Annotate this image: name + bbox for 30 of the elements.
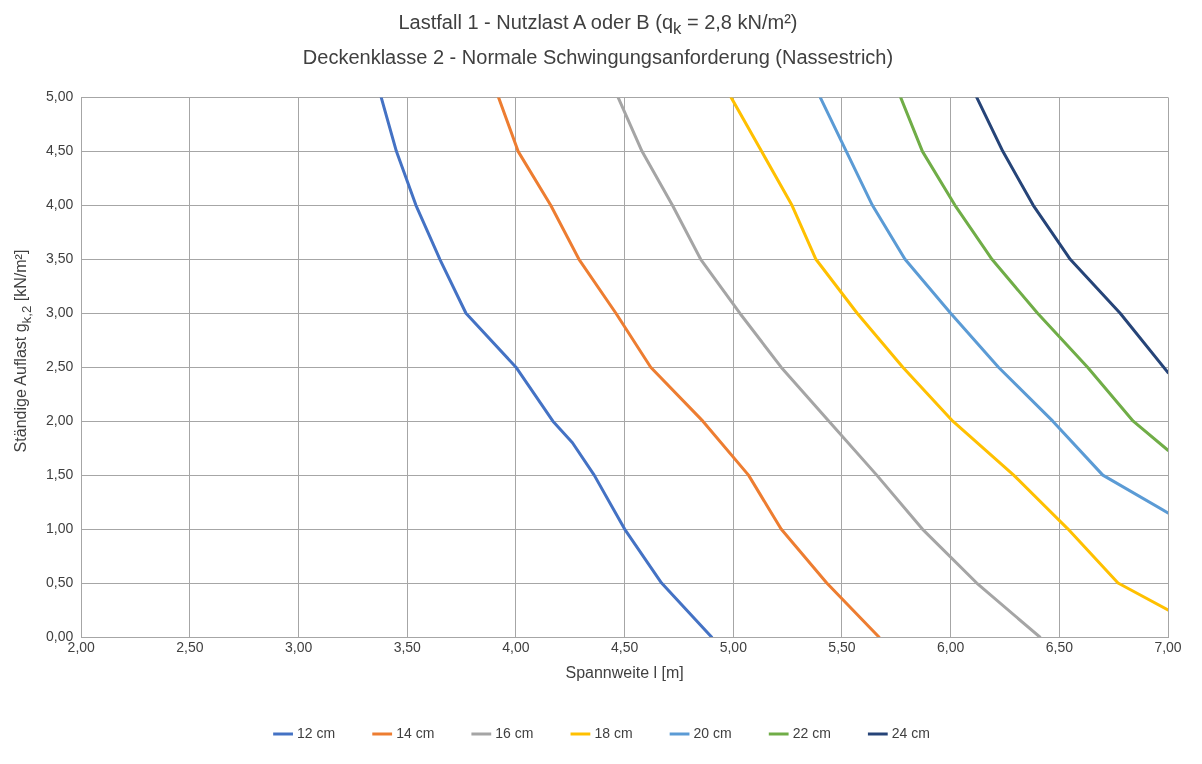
chart-subtitle: Deckenklasse 2 - Normale Schwingungsanforderung (Nassestrich) — [301, 45, 895, 70]
y-tick-label: 1,00 — [46, 519, 74, 536]
y-tick-label: 5,00 — [46, 88, 74, 105]
y-tick-label: 2,00 — [46, 412, 74, 429]
legend-label: 24 cm — [891, 724, 930, 741]
x-tick-label: 4,50 — [611, 639, 639, 656]
x-tick-label: 7,00 — [1154, 639, 1182, 656]
x-tick-label: 2,50 — [176, 639, 204, 656]
y-tick-label: 0,50 — [46, 573, 74, 590]
legend-label: 14 cm — [396, 724, 435, 741]
y-tick-label: 4,50 — [46, 142, 74, 159]
y-tick-label: 2,50 — [46, 358, 74, 375]
legend-label: 16 cm — [495, 724, 534, 741]
y-tick-label: 1,50 — [46, 465, 74, 482]
x-tick-label: 5,50 — [828, 639, 856, 656]
y-tick-label: 3,00 — [46, 304, 74, 321]
y-tick-label: 4,00 — [46, 196, 74, 213]
x-tick-label: 6,50 — [1045, 639, 1074, 656]
x-tick-label: 6,00 — [937, 639, 965, 656]
legend-label: 12 cm — [297, 724, 336, 741]
legend-label: 22 cm — [792, 724, 831, 741]
legend-label: 18 cm — [594, 724, 633, 741]
x-tick-label: 5,00 — [719, 639, 748, 656]
chart-title: Lastfall 1 - Nutzlast A oder B (q$_{k}$ = 2,8 kN/m²) — [397, 10, 799, 40]
x-axis-title: Spannweite l [m] — [565, 663, 684, 681]
x-tick-label: 3,50 — [393, 639, 422, 656]
legend-label: 20 cm — [693, 724, 732, 741]
x-tick-label: 4,00 — [502, 639, 530, 656]
y-tick-label: 3,50 — [46, 250, 74, 267]
x-tick-label: 3,00 — [284, 639, 313, 656]
